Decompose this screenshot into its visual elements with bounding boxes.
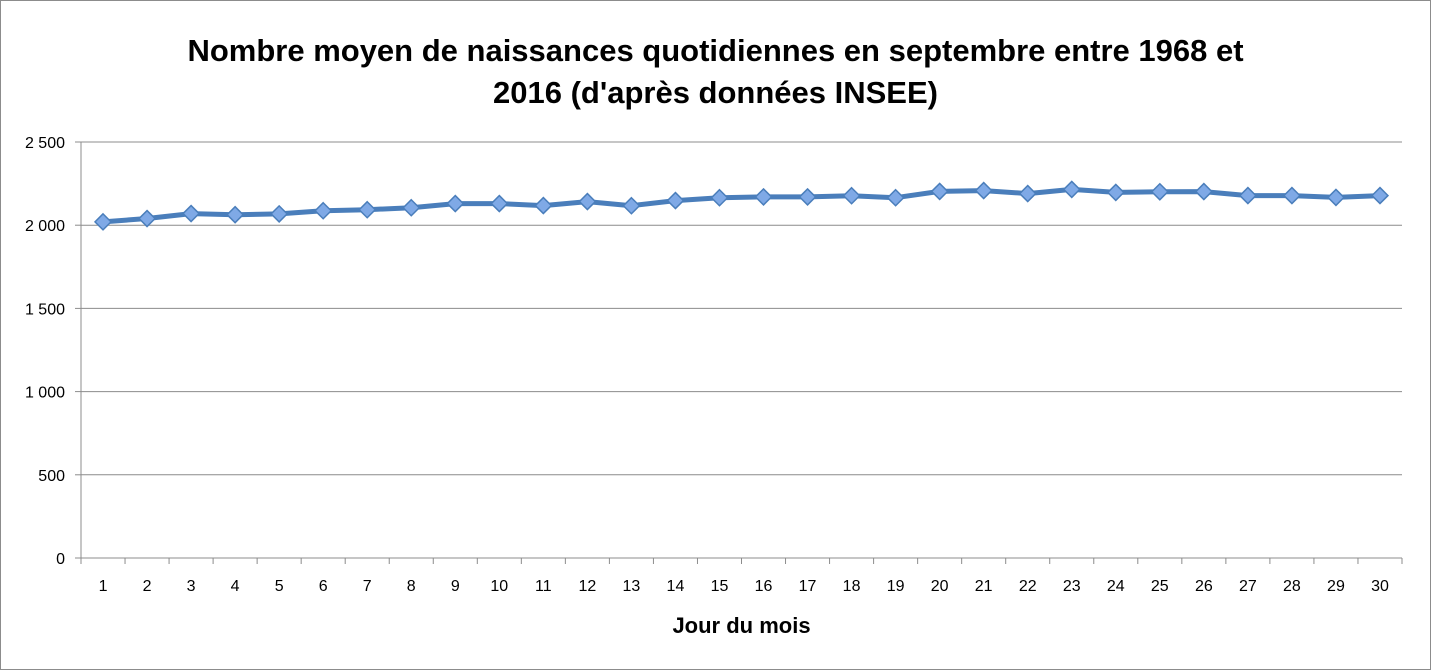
x-axis-label: Jour du mois: [672, 613, 810, 638]
x-tick-label: 26: [1195, 578, 1213, 595]
data-point-marker: [754, 187, 773, 206]
x-tick-label: 2: [143, 578, 152, 595]
data-point-marker: [93, 212, 113, 231]
data-point-marker: [1238, 186, 1257, 205]
x-tick-label: 8: [407, 578, 416, 595]
x-tick-label: 28: [1283, 578, 1301, 595]
data-point-marker: [1018, 184, 1037, 203]
data-point-marker: [182, 204, 201, 223]
x-tick-label: 27: [1239, 578, 1257, 595]
x-axis-ticks: 1 2 3 4 5 6 7 8 9 10 11 12 13 14 15 16 17 18 19 20 21 22 23 24 2…: [80, 558, 1403, 595]
x-tick-label: 20: [931, 578, 949, 595]
data-point-marker: [666, 191, 685, 210]
x-tick-label: 12: [578, 578, 596, 595]
x-tick-label: 19: [887, 578, 905, 595]
x-tick-label: 22: [1019, 578, 1037, 595]
y-axis-ticks: 0 500 1 000 1 500 2 000 2 500: [25, 135, 81, 568]
x-tick-label: 17: [799, 578, 817, 595]
data-point-marker: [974, 181, 993, 200]
data-point-marker: [1106, 183, 1125, 202]
x-tick-label: 14: [667, 578, 685, 595]
y-tick-label: 2 000: [25, 218, 65, 235]
x-tick-label: 25: [1151, 578, 1169, 595]
data-point-marker: [226, 205, 245, 224]
x-tick-label: 29: [1327, 578, 1345, 595]
series-markers: [93, 180, 1390, 231]
series-line: [100, 186, 1383, 225]
x-tick-label: 11: [535, 578, 552, 595]
x-tick-label: 7: [363, 578, 372, 595]
data-point-marker: [358, 200, 377, 219]
x-tick-label: 10: [490, 578, 508, 595]
y-tick-label: 1 000: [25, 385, 65, 402]
data-point-marker: [490, 194, 509, 213]
x-tick-label: 23: [1063, 578, 1081, 595]
data-point-marker: [137, 209, 157, 228]
data-point-marker: [534, 196, 553, 215]
x-tick-label: 1: [99, 578, 108, 595]
x-tick-label: 15: [711, 578, 729, 595]
data-point-marker: [622, 196, 641, 215]
data-point-marker: [1062, 180, 1081, 199]
x-tick-label: 13: [623, 578, 641, 595]
gridlines: [81, 141, 1402, 476]
data-point-marker: [886, 188, 905, 207]
y-tick-label: 0: [56, 551, 65, 568]
y-tick-label: 2 500: [25, 135, 65, 152]
data-point-marker: [446, 194, 465, 213]
data-point-marker: [1370, 186, 1390, 205]
data-point-marker: [270, 204, 289, 223]
x-tick-label: 24: [1107, 578, 1125, 595]
data-point-marker: [842, 186, 861, 205]
data-point-marker: [1194, 182, 1213, 201]
chart-title: Nombre moyen de naissances quotidiennes …: [0, 30, 1431, 114]
x-tick-label: 6: [319, 578, 328, 595]
data-point-marker: [1282, 186, 1301, 205]
data-point-marker: [1326, 188, 1346, 207]
y-tick-label: 500: [38, 468, 65, 485]
x-tick-label: 16: [755, 578, 773, 595]
x-tick-label: 21: [975, 578, 993, 595]
axes: [80, 142, 1402, 559]
data-point-marker: [1150, 182, 1169, 201]
data-point-marker: [314, 201, 333, 220]
data-point-marker: [930, 182, 949, 201]
x-tick-label: 3: [187, 578, 196, 595]
chart-title-line-2: 2016 (d'après données INSEE): [493, 75, 938, 110]
x-tick-label: 5: [275, 578, 284, 595]
x-tick-label: 18: [843, 578, 861, 595]
x-tick-label: 4: [231, 578, 240, 595]
y-tick-label: 1 500: [25, 301, 65, 318]
chart-title-line-1: Nombre moyen de naissances quotidiennes …: [187, 33, 1244, 68]
data-point-marker: [402, 198, 421, 217]
x-tick-label: 9: [451, 578, 460, 595]
x-tick-label: 30: [1371, 578, 1389, 595]
data-point-marker: [798, 187, 817, 206]
series-line-path: [100, 186, 1383, 225]
data-point-marker: [710, 188, 729, 207]
data-point-marker: [578, 192, 597, 211]
